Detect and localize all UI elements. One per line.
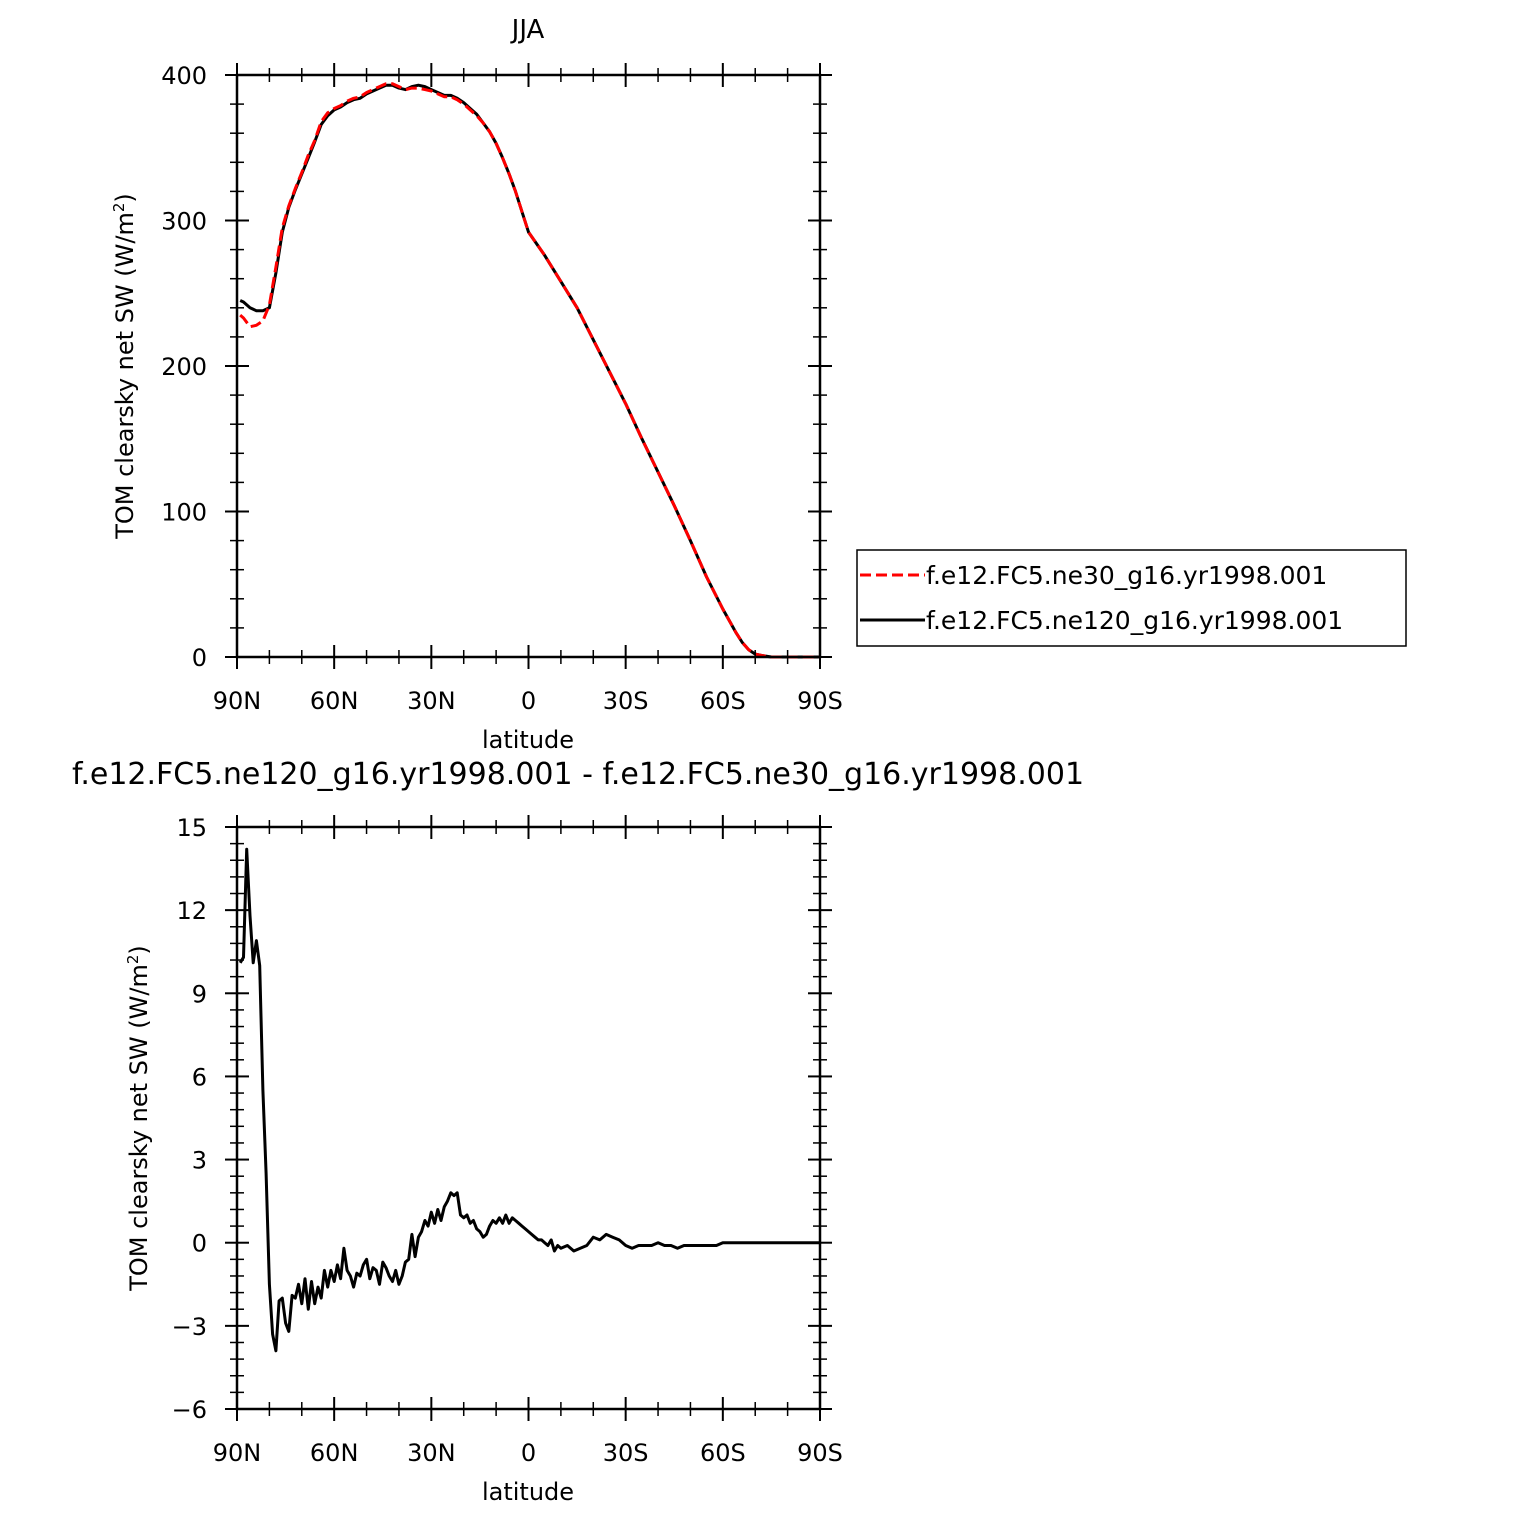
series-line-1 bbox=[239, 83, 820, 659]
x-tick-label: 60S bbox=[700, 687, 746, 715]
legend-box bbox=[856, 549, 1407, 647]
y-tick-label: 300 bbox=[161, 208, 207, 236]
x-tick-label: 60N bbox=[310, 687, 359, 715]
y-tick-label: 12 bbox=[176, 897, 207, 925]
top-x-axis-label: latitude bbox=[482, 726, 574, 754]
bottom-chart-title: f.e12.FC5.ne120_g16.yr1998.001 - f.e12.F… bbox=[72, 757, 1084, 792]
y-tick-label: 400 bbox=[161, 62, 207, 90]
x-tick-label: 30S bbox=[603, 687, 649, 715]
y-tick-label: 9 bbox=[192, 980, 207, 1008]
x-tick-label: 30N bbox=[407, 687, 456, 715]
top-y-label-close: ) bbox=[111, 193, 139, 202]
y-tick-label: 15 bbox=[176, 814, 207, 842]
y-tick-label: 6 bbox=[192, 1063, 207, 1091]
x-tick-label: 90S bbox=[797, 687, 843, 715]
y-tick-label: 100 bbox=[161, 499, 207, 527]
x-tick-label: 60N bbox=[310, 1439, 359, 1467]
top-panel: JJA 90N 60N 30N 0 30S 60S 90S 0 100 200 300 400 la… bbox=[110, 15, 1407, 754]
top-y-label-main: TOM clearsky net SW (W/m bbox=[111, 212, 139, 540]
bottom-plot-area bbox=[238, 847, 820, 1353]
bottom-x-axis-ticks: 90N 60N 30N 0 30S 60S 90S bbox=[213, 815, 843, 1467]
x-tick-label: 90S bbox=[797, 1439, 843, 1467]
series-line-0 bbox=[238, 847, 820, 1353]
top-y-axis-ticks: 0 100 200 300 400 bbox=[161, 62, 832, 672]
bottom-y-axis-label: TOM clearsky net SW (W/m2) bbox=[124, 945, 153, 1292]
x-tick-label: 90N bbox=[213, 687, 262, 715]
legend-label-ne120: f.e12.FC5.ne120_g16.yr1998.001 bbox=[926, 606, 1343, 635]
x-tick-label: 0 bbox=[521, 1439, 536, 1467]
y-tick-label: −6 bbox=[172, 1396, 207, 1424]
top-chart-title: JJA bbox=[510, 15, 545, 45]
x-tick-label: 30N bbox=[407, 1439, 456, 1467]
bottom-y-label-sup: 2 bbox=[124, 955, 142, 965]
x-tick-label: 0 bbox=[521, 687, 536, 715]
bottom-x-axis-label: latitude bbox=[482, 1478, 574, 1506]
x-tick-label: 60S bbox=[700, 1439, 746, 1467]
top-plot-frame bbox=[235, 73, 822, 659]
x-tick-label: 30S bbox=[603, 1439, 649, 1467]
x-tick-label: 90N bbox=[213, 1439, 262, 1467]
series-line-0 bbox=[239, 82, 820, 659]
legend: f.e12.FC5.ne30_g16.yr1998.001 f.e12.FC5.… bbox=[856, 549, 1407, 647]
top-plot-area bbox=[239, 82, 820, 659]
bottom-y-label-main: TOM clearsky net SW (W/m bbox=[125, 964, 153, 1292]
y-tick-label: 0 bbox=[192, 644, 207, 672]
y-tick-label: −3 bbox=[172, 1313, 207, 1341]
y-tick-label: 0 bbox=[192, 1230, 207, 1258]
top-x-axis-ticks: 90N 60N 30N 0 30S 60S 90S bbox=[213, 63, 843, 715]
y-tick-label: 3 bbox=[192, 1147, 207, 1175]
bottom-y-label-close: ) bbox=[125, 945, 153, 954]
top-y-axis-label: TOM clearsky net SW (W/m2) bbox=[110, 193, 139, 540]
bottom-y-axis-ticks: −6 −3 0 3 6 9 12 15 bbox=[172, 814, 832, 1424]
y-tick-label: 200 bbox=[161, 353, 207, 381]
bottom-panel: f.e12.FC5.ne120_g16.yr1998.001 - f.e12.F… bbox=[72, 757, 1084, 1506]
bottom-plot-frame bbox=[235, 825, 822, 1411]
top-y-label-sup: 2 bbox=[110, 203, 128, 213]
legend-label-ne30: f.e12.FC5.ne30_g16.yr1998.001 bbox=[926, 561, 1327, 590]
